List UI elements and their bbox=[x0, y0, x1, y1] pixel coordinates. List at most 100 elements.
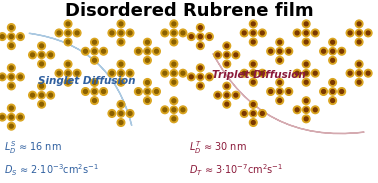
Ellipse shape bbox=[38, 60, 45, 68]
Ellipse shape bbox=[172, 80, 176, 84]
Ellipse shape bbox=[293, 106, 301, 114]
Ellipse shape bbox=[302, 79, 310, 86]
Ellipse shape bbox=[302, 70, 310, 77]
Ellipse shape bbox=[146, 49, 149, 53]
Ellipse shape bbox=[259, 110, 266, 117]
Ellipse shape bbox=[144, 48, 151, 55]
Ellipse shape bbox=[355, 70, 363, 77]
Ellipse shape bbox=[117, 20, 125, 28]
Ellipse shape bbox=[66, 71, 70, 75]
Ellipse shape bbox=[223, 100, 231, 108]
Ellipse shape bbox=[223, 42, 231, 50]
Ellipse shape bbox=[249, 29, 257, 37]
Ellipse shape bbox=[153, 47, 160, 55]
Ellipse shape bbox=[108, 69, 116, 77]
Text: $L_D^S$ ≈ 16 nm: $L_D^S$ ≈ 16 nm bbox=[4, 139, 62, 156]
Ellipse shape bbox=[276, 57, 284, 64]
Ellipse shape bbox=[29, 91, 36, 99]
Ellipse shape bbox=[346, 69, 354, 77]
Ellipse shape bbox=[181, 31, 185, 35]
Ellipse shape bbox=[197, 64, 204, 72]
Ellipse shape bbox=[40, 44, 43, 48]
Ellipse shape bbox=[163, 108, 167, 112]
Ellipse shape bbox=[119, 31, 123, 35]
Ellipse shape bbox=[348, 31, 352, 35]
Ellipse shape bbox=[119, 112, 123, 115]
Ellipse shape bbox=[357, 71, 361, 75]
Ellipse shape bbox=[331, 49, 335, 53]
Ellipse shape bbox=[146, 81, 149, 84]
Text: Triplet Diffusion: Triplet Diffusion bbox=[212, 70, 305, 80]
Ellipse shape bbox=[304, 117, 308, 121]
Ellipse shape bbox=[93, 49, 96, 53]
Ellipse shape bbox=[223, 92, 231, 99]
Ellipse shape bbox=[170, 70, 178, 77]
Ellipse shape bbox=[170, 115, 178, 123]
Ellipse shape bbox=[9, 115, 13, 119]
Ellipse shape bbox=[9, 124, 13, 128]
Ellipse shape bbox=[251, 80, 255, 84]
Ellipse shape bbox=[64, 38, 72, 46]
Ellipse shape bbox=[329, 38, 336, 46]
Ellipse shape bbox=[259, 29, 266, 37]
Ellipse shape bbox=[38, 82, 45, 90]
Ellipse shape bbox=[93, 99, 96, 102]
Ellipse shape bbox=[216, 93, 220, 97]
Ellipse shape bbox=[170, 79, 178, 86]
Ellipse shape bbox=[47, 51, 54, 59]
Ellipse shape bbox=[357, 80, 361, 84]
Ellipse shape bbox=[278, 99, 282, 102]
Ellipse shape bbox=[0, 113, 6, 121]
Ellipse shape bbox=[119, 71, 123, 75]
Ellipse shape bbox=[172, 40, 176, 44]
Ellipse shape bbox=[126, 69, 134, 77]
Ellipse shape bbox=[136, 49, 140, 53]
Ellipse shape bbox=[302, 115, 310, 123]
Ellipse shape bbox=[117, 60, 125, 68]
Ellipse shape bbox=[117, 70, 125, 77]
Ellipse shape bbox=[304, 99, 308, 103]
Ellipse shape bbox=[117, 119, 125, 126]
Ellipse shape bbox=[216, 53, 220, 57]
Ellipse shape bbox=[172, 108, 176, 112]
Ellipse shape bbox=[170, 20, 178, 28]
Ellipse shape bbox=[302, 97, 310, 104]
Ellipse shape bbox=[155, 49, 158, 53]
Ellipse shape bbox=[75, 71, 79, 75]
Ellipse shape bbox=[187, 73, 195, 81]
Ellipse shape bbox=[38, 100, 45, 108]
Ellipse shape bbox=[57, 71, 61, 75]
Ellipse shape bbox=[346, 29, 354, 37]
Ellipse shape bbox=[304, 108, 308, 112]
Ellipse shape bbox=[102, 49, 105, 53]
Ellipse shape bbox=[84, 90, 87, 93]
Ellipse shape bbox=[161, 29, 169, 37]
Ellipse shape bbox=[322, 49, 325, 53]
Ellipse shape bbox=[198, 44, 202, 48]
Ellipse shape bbox=[136, 90, 140, 93]
Ellipse shape bbox=[82, 88, 89, 95]
Ellipse shape bbox=[293, 29, 301, 37]
Ellipse shape bbox=[40, 84, 43, 88]
Ellipse shape bbox=[17, 113, 24, 121]
Ellipse shape bbox=[355, 60, 363, 68]
Ellipse shape bbox=[66, 40, 70, 44]
Ellipse shape bbox=[302, 29, 310, 37]
Ellipse shape bbox=[329, 79, 336, 86]
Ellipse shape bbox=[91, 48, 98, 55]
Ellipse shape bbox=[146, 40, 149, 44]
Ellipse shape bbox=[144, 79, 151, 86]
Ellipse shape bbox=[197, 42, 204, 49]
Ellipse shape bbox=[55, 69, 63, 77]
Ellipse shape bbox=[240, 110, 248, 117]
Ellipse shape bbox=[172, 99, 176, 103]
Ellipse shape bbox=[170, 29, 178, 37]
Ellipse shape bbox=[146, 90, 149, 93]
Ellipse shape bbox=[320, 88, 327, 95]
Ellipse shape bbox=[304, 22, 308, 26]
Ellipse shape bbox=[8, 42, 15, 49]
Ellipse shape bbox=[357, 22, 361, 26]
Ellipse shape bbox=[146, 58, 149, 62]
Ellipse shape bbox=[329, 48, 336, 55]
Ellipse shape bbox=[225, 84, 229, 88]
